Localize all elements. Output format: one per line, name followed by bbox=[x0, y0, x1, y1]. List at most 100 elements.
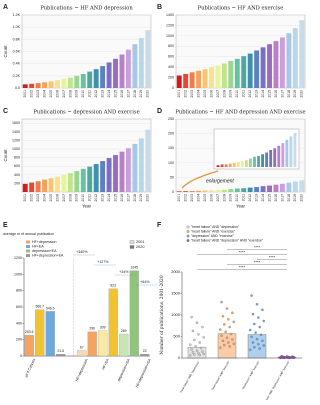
bar bbox=[113, 58, 118, 88]
dot bbox=[198, 353, 201, 357]
dot bbox=[190, 348, 193, 351]
x-tick-label: 2016 bbox=[274, 90, 278, 98]
x-tick-label: 2010 bbox=[235, 194, 239, 202]
dot bbox=[261, 308, 264, 312]
bar bbox=[132, 44, 138, 88]
legend-label: "depression" AND "exercise" bbox=[191, 234, 235, 238]
y-tick-label: 100 bbox=[168, 161, 174, 165]
x-tick-label: 2005 bbox=[203, 90, 207, 98]
legend-label: HF+EA bbox=[32, 244, 44, 248]
bar bbox=[292, 28, 298, 89]
bar bbox=[183, 73, 189, 88]
bar bbox=[267, 185, 272, 192]
dot bbox=[189, 343, 192, 346]
x-tick-label: 2005 bbox=[49, 194, 53, 202]
dot bbox=[223, 323, 226, 326]
y-axis-label: Number of publications, 2001-2020 bbox=[160, 275, 165, 354]
bar bbox=[132, 143, 138, 192]
y-tick-label: 50 bbox=[170, 175, 174, 179]
dot bbox=[227, 341, 230, 344]
x-tick-label: 2007 bbox=[62, 90, 66, 98]
x-tick-label: 2017 bbox=[280, 90, 284, 98]
dot bbox=[231, 338, 234, 341]
y-tick-label: 0.8K bbox=[13, 37, 21, 41]
inset-bar bbox=[265, 152, 269, 167]
x-tick-label: 2012 bbox=[94, 194, 98, 202]
x-tick-label: 2003 bbox=[36, 194, 40, 202]
bar bbox=[35, 83, 41, 88]
x-tick-label: 2009 bbox=[75, 90, 79, 98]
x-tick-label: 2017 bbox=[126, 194, 130, 202]
dot bbox=[225, 336, 229, 339]
inset-bar bbox=[224, 164, 228, 167]
dot bbox=[201, 325, 204, 329]
x-tick-label: 2020 bbox=[300, 194, 304, 202]
legend-marker bbox=[186, 234, 190, 238]
bar bbox=[100, 161, 106, 192]
inset-bar bbox=[257, 155, 260, 167]
x-tick-label: 2013 bbox=[101, 90, 105, 98]
x-tick-label: "heart failure" AND "depression" bbox=[179, 360, 201, 394]
bar bbox=[286, 182, 292, 192]
y-tick-label: 400 bbox=[14, 173, 20, 177]
bar bbox=[292, 181, 298, 192]
inset-bar bbox=[269, 150, 273, 167]
dot bbox=[202, 352, 205, 356]
x-tick-label: 2015 bbox=[267, 90, 271, 98]
dot bbox=[255, 303, 259, 306]
bar bbox=[273, 184, 279, 192]
dot bbox=[257, 316, 260, 319]
dot bbox=[221, 315, 225, 318]
bar bbox=[119, 54, 125, 88]
bar bbox=[100, 66, 106, 88]
x-tick-label: 2005 bbox=[49, 90, 53, 98]
legend-swatch bbox=[129, 240, 135, 244]
bar bbox=[209, 190, 214, 192]
dot bbox=[201, 350, 204, 353]
dot bbox=[253, 322, 256, 326]
significance-label: **** bbox=[269, 255, 276, 260]
bar bbox=[189, 72, 195, 88]
bar bbox=[42, 179, 48, 192]
dot bbox=[225, 307, 229, 310]
dot bbox=[189, 354, 192, 357]
legend-label: HF+depression bbox=[32, 240, 56, 244]
dot bbox=[190, 315, 193, 319]
panel-title: Publications ~ HF AND depression bbox=[40, 6, 133, 12]
plot-area bbox=[21, 118, 152, 193]
y-tick-label: 2000 bbox=[171, 269, 181, 274]
y-tick-label: 200 bbox=[16, 338, 22, 342]
x-tick-label: 2006 bbox=[55, 194, 59, 202]
bar bbox=[176, 75, 182, 88]
dot bbox=[261, 339, 264, 342]
bar bbox=[74, 170, 80, 192]
panel-title: Publications ~ HF AND depression AND exe… bbox=[175, 110, 305, 116]
value-label: 566.7 bbox=[36, 305, 45, 309]
bar bbox=[247, 53, 253, 88]
x-tick-label: 2019 bbox=[139, 194, 143, 202]
y-axis-label: Count bbox=[3, 149, 8, 162]
dot bbox=[255, 337, 259, 341]
y-tick-label: 0 bbox=[178, 355, 181, 360]
dot bbox=[259, 333, 263, 336]
y-tick-label: 200 bbox=[168, 76, 174, 80]
bar bbox=[93, 164, 99, 192]
bar bbox=[176, 191, 182, 192]
bar bbox=[279, 183, 285, 192]
dot bbox=[253, 346, 256, 349]
x-tick-label: 2011 bbox=[88, 194, 92, 201]
legend-label: "heart failure" AND "depression" AND "ex… bbox=[191, 238, 264, 242]
x-tick-label: 2002 bbox=[184, 194, 188, 202]
dot bbox=[224, 330, 227, 333]
y-tick-label: 800 bbox=[16, 289, 22, 293]
legend-swatch bbox=[26, 245, 30, 248]
y-tick-label: 1500 bbox=[171, 291, 181, 296]
dot bbox=[191, 351, 195, 354]
x-tick-label: 2016 bbox=[120, 90, 124, 98]
panel-letter: C bbox=[3, 108, 8, 115]
y-tick-label: 0.2K bbox=[13, 74, 21, 78]
bar bbox=[145, 129, 151, 192]
dot bbox=[221, 339, 225, 342]
bar bbox=[67, 173, 73, 192]
x-tick-label: 2001 bbox=[177, 90, 181, 98]
